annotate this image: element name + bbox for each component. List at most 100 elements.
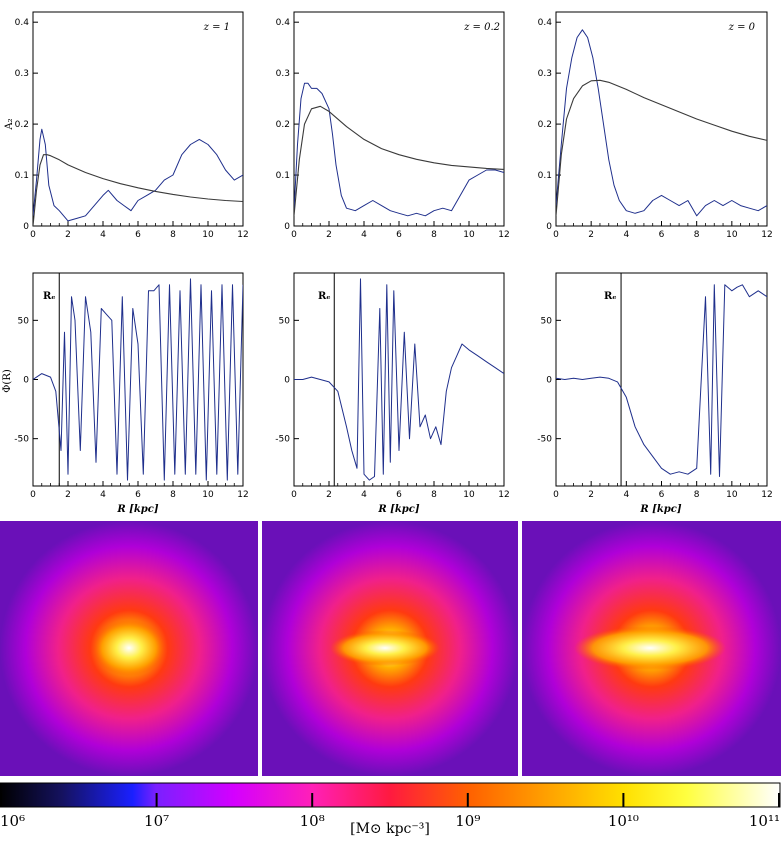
y-tick-label: 50 <box>279 316 291 326</box>
data-curve <box>33 128 243 222</box>
x-tick-label: 8 <box>694 490 700 500</box>
panel-a2-z0-annotation: z = 0 <box>728 22 756 33</box>
x-tick-label: 10 <box>463 230 475 240</box>
panel-a2-z1: 0 2 4 6 8 10 12 0 0.1 0.2 0.3 0.4 z = 1 A₂ <box>4 11 249 240</box>
y-tick-label: 0 <box>284 222 290 232</box>
x-tick-label: 8 <box>431 490 437 500</box>
y-tick-label: 0.2 <box>538 120 552 130</box>
density-map-z1 <box>0 521 258 776</box>
x-tick-label: 4 <box>100 490 106 500</box>
colorbar-bar <box>0 782 781 808</box>
y-tick-label: -50 <box>275 435 290 445</box>
y-tick-label: 0.2 <box>15 120 29 130</box>
x-tick-label: 0 <box>291 490 297 500</box>
y-tick-label: 50 <box>541 316 553 326</box>
x-tick-label: 4 <box>361 490 367 500</box>
y-tick-label: 0.4 <box>276 18 291 28</box>
model-curve <box>294 105 504 216</box>
panel-phi-z02-frame <box>293 272 505 487</box>
model-curve <box>33 154 243 226</box>
x-tick-label: 6 <box>396 230 402 240</box>
panel-a2-z0-frame <box>555 11 768 227</box>
density-map-z0 <box>522 521 781 776</box>
panel-phi-z02-annotation: Rₑ <box>318 291 331 302</box>
y-tick-label: 0 <box>23 376 29 386</box>
x-tick-label: 10 <box>726 490 738 500</box>
x-tick-label: 2 <box>326 490 332 500</box>
panel-phi-z0: 0 2 4 6 8 10 12 -50 0 50 Rₑ R [kpc] <box>537 272 773 515</box>
panel-phi-z1-annotation: Rₑ <box>43 291 56 302</box>
model-curve <box>556 79 767 216</box>
x-tick-label: 2 <box>65 490 71 500</box>
x-tick-label: 4 <box>623 490 629 500</box>
panel-phi-z1: 0 2 4 6 8 10 12 -50 0 50 Rₑ Φ(R) R [kpc] <box>2 272 249 515</box>
x-tick-label: 12 <box>498 230 509 240</box>
x-tick-label: 4 <box>100 230 106 240</box>
y-tick-label: 0.1 <box>15 171 29 181</box>
panel-phi-z0-frame <box>555 272 768 487</box>
y-tick-label: 0 <box>23 222 29 232</box>
colorbar-tick-label: 10¹⁰ <box>608 812 639 830</box>
x-tick-label: 6 <box>396 490 402 500</box>
x-tick-label: 6 <box>135 490 141 500</box>
panel-a2-z0: 0 2 4 6 8 10 12 0 0.1 0.2 0.3 0.4 z = 0 <box>538 11 773 240</box>
panel-a2-z1-ylabel: A₂ <box>4 118 15 130</box>
data-curve <box>556 29 767 217</box>
data-curve <box>294 82 504 217</box>
data-curve <box>33 278 243 481</box>
data-curve <box>556 284 767 477</box>
colorbar-label: [M⊙ kpc⁻³] <box>350 821 430 837</box>
panel-phi-z02: 0 2 4 6 8 10 12 -50 0 50 Rₑ R [kpc] <box>275 272 510 515</box>
colorbar: 10⁶ 10⁷ 10⁸ 10⁹ 10¹⁰ 10¹¹ [M⊙ kpc⁻³] <box>0 782 781 837</box>
x-tick-label: 12 <box>237 490 248 500</box>
density-map-z02 <box>262 521 518 776</box>
x-tick-label: 8 <box>170 230 176 240</box>
x-tick-label: 2 <box>326 230 332 240</box>
panel-phi-z1-ylabel: Φ(R) <box>2 369 13 393</box>
colorbar-ticks: 10⁶ 10⁷ 10⁸ 10⁹ 10¹⁰ 10¹¹ <box>0 793 780 830</box>
x-tick-label: 10 <box>463 490 475 500</box>
y-tick-label: -50 <box>537 435 552 445</box>
panel-a2-z1-ticks: 0 2 4 6 8 10 12 0 0.1 0.2 0.3 0.4 <box>15 18 249 240</box>
x-tick-label: 4 <box>361 230 367 240</box>
x-tick-label: 6 <box>135 230 141 240</box>
panel-a2-z02-frame <box>293 11 505 227</box>
x-tick-label: 8 <box>431 230 437 240</box>
colorbar-tick-label: 10⁹ <box>455 812 480 830</box>
y-tick-label: 0.3 <box>276 69 290 79</box>
panel-phi-z1-ticks: 0 2 4 6 8 10 12 -50 0 50 <box>14 316 248 500</box>
panel-phi-z0-ticks: 0 2 4 6 8 10 12 -50 0 50 <box>537 316 772 500</box>
panel-phi-z02-ticks: 0 2 4 6 8 10 12 -50 0 50 <box>275 316 509 500</box>
y-tick-label: 0 <box>284 376 290 386</box>
y-tick-label: -50 <box>14 435 29 445</box>
y-tick-label: 0.1 <box>538 171 552 181</box>
y-tick-label: 0.4 <box>538 18 553 28</box>
x-tick-label: 12 <box>498 490 509 500</box>
y-tick-label: 0.3 <box>538 69 552 79</box>
y-tick-label: 0.3 <box>15 69 29 79</box>
colorbar-tick-label: 10⁷ <box>144 812 169 830</box>
panel-a2-z1-annotation: z = 1 <box>203 22 230 33</box>
panel-a2-z1-frame <box>32 11 244 227</box>
x-tick-label: 10 <box>202 230 214 240</box>
panel-a2-z0-ticks: 0 2 4 6 8 10 12 0 0.1 0.2 0.3 0.4 <box>538 18 773 240</box>
panel-a2-z02: 0 2 4 6 8 10 12 0 0.1 0.2 0.3 0.4 z = 0.2 <box>276 11 510 240</box>
y-tick-label: 0.2 <box>276 120 290 130</box>
x-tick-label: 0 <box>30 490 36 500</box>
x-tick-label: 2 <box>65 230 71 240</box>
panel-a2-z02-annotation: z = 0.2 <box>463 22 500 33</box>
x-tick-label: 4 <box>623 230 629 240</box>
x-tick-label: 8 <box>170 490 176 500</box>
x-tick-label: 10 <box>202 490 214 500</box>
x-tick-label: 6 <box>659 230 665 240</box>
y-tick-label: 0 <box>546 376 552 386</box>
x-tick-label: 10 <box>726 230 738 240</box>
panel-phi-z1-xlabel: R [kpc] <box>116 504 159 515</box>
x-tick-label: 0 <box>291 230 297 240</box>
y-tick-label: 0.1 <box>276 171 290 181</box>
x-tick-label: 0 <box>553 230 559 240</box>
colorbar-tick-label: 10¹¹ <box>749 812 780 830</box>
panel-phi-z0-annotation: Rₑ <box>604 291 617 302</box>
x-tick-label: 6 <box>659 490 665 500</box>
